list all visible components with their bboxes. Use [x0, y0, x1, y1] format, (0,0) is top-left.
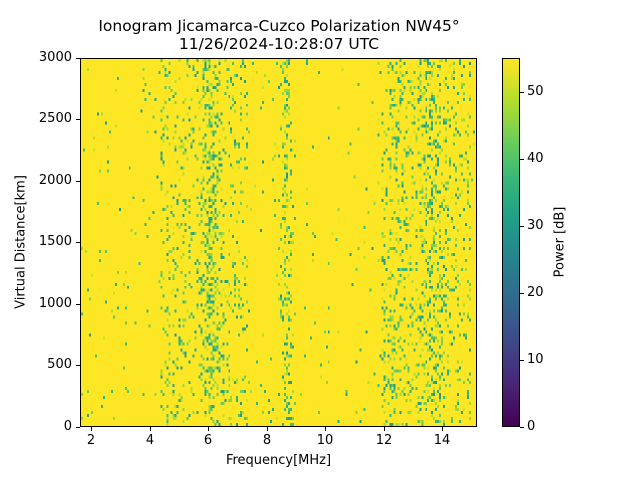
- x-tick-label: 8: [262, 433, 272, 448]
- colorbar: [502, 58, 520, 427]
- x-axis-label: Frequency[MHz]: [225, 453, 332, 468]
- y-tick-label: 2500: [38, 111, 72, 126]
- x-tick-label: 12: [375, 433, 393, 448]
- y-axis-label: Virtual Distance[km]: [13, 175, 29, 309]
- y-tick-label: 0: [63, 419, 72, 434]
- colorbar-tick-label: 10: [527, 352, 544, 367]
- y-tick-label: 1500: [38, 234, 72, 249]
- colorbar-tick-label: 40: [527, 151, 544, 166]
- y-tick-label: 1000: [38, 296, 72, 311]
- x-tick-label: 10: [316, 433, 334, 448]
- y-tick-label: 3000: [38, 50, 72, 65]
- x-tick-label: 6: [203, 433, 213, 448]
- x-tick-label: 14: [433, 433, 451, 448]
- x-tick-label: 4: [145, 433, 155, 448]
- chart-title: Ionogram Jicamarca-Cuzco Polarization NW…: [98, 17, 460, 35]
- y-tick-label: 500: [47, 357, 72, 372]
- chart-subtitle: 11/26/2024-10:28:07 UTC: [178, 35, 380, 53]
- ionogram-heatmap: [80, 58, 477, 427]
- heatmap-canvas: [81, 59, 476, 426]
- colorbar-tick-label: 30: [527, 218, 544, 233]
- colorbar-tick-label: 20: [527, 285, 544, 300]
- y-tick-label: 2000: [38, 173, 72, 188]
- colorbar-tick-label: 50: [527, 84, 544, 99]
- colorbar-label: Power [dB]: [552, 206, 568, 278]
- x-tick-label: 2: [86, 433, 96, 448]
- colorbar-tick-label: 0: [527, 419, 536, 434]
